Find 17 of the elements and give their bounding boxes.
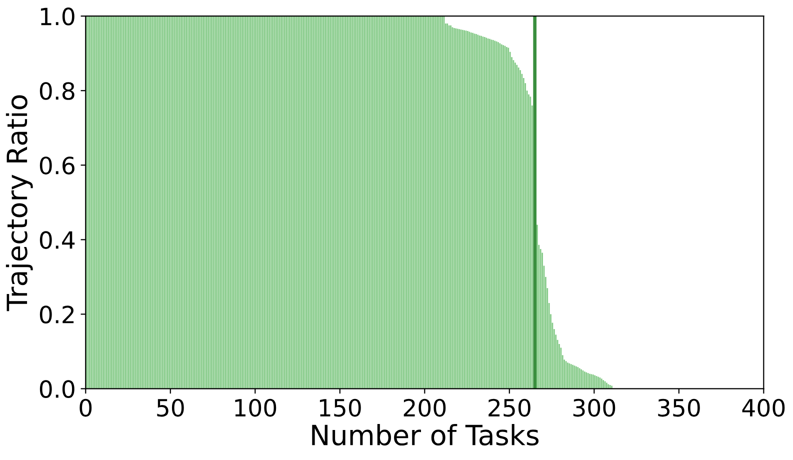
x-tick-label: 400 — [742, 398, 785, 417]
x-tick-label: 200 — [404, 398, 446, 417]
x-tick-label: 50 — [157, 398, 184, 417]
y-tick-label: 1.0 — [40, 8, 74, 26]
x-tick-label: 350 — [658, 398, 700, 417]
x-tick-label: 300 — [573, 398, 616, 417]
x-tick-label: 0 — [80, 398, 92, 417]
y-tick-label: 0.8 — [40, 82, 74, 100]
y-tick-label: 0.6 — [40, 156, 74, 174]
y-tick-label: 0.4 — [40, 231, 75, 249]
y-tick-label: 0.0 — [40, 380, 74, 398]
y-tick-label: 0.2 — [40, 306, 74, 324]
x-tick-label: 250 — [488, 398, 530, 417]
x-axis-title: Number of Tasks — [312, 424, 539, 446]
x-tick-label: 100 — [235, 398, 276, 417]
x-tick-label: 150 — [320, 398, 361, 417]
y-axis-title: Trajectory Ratio — [6, 95, 33, 312]
